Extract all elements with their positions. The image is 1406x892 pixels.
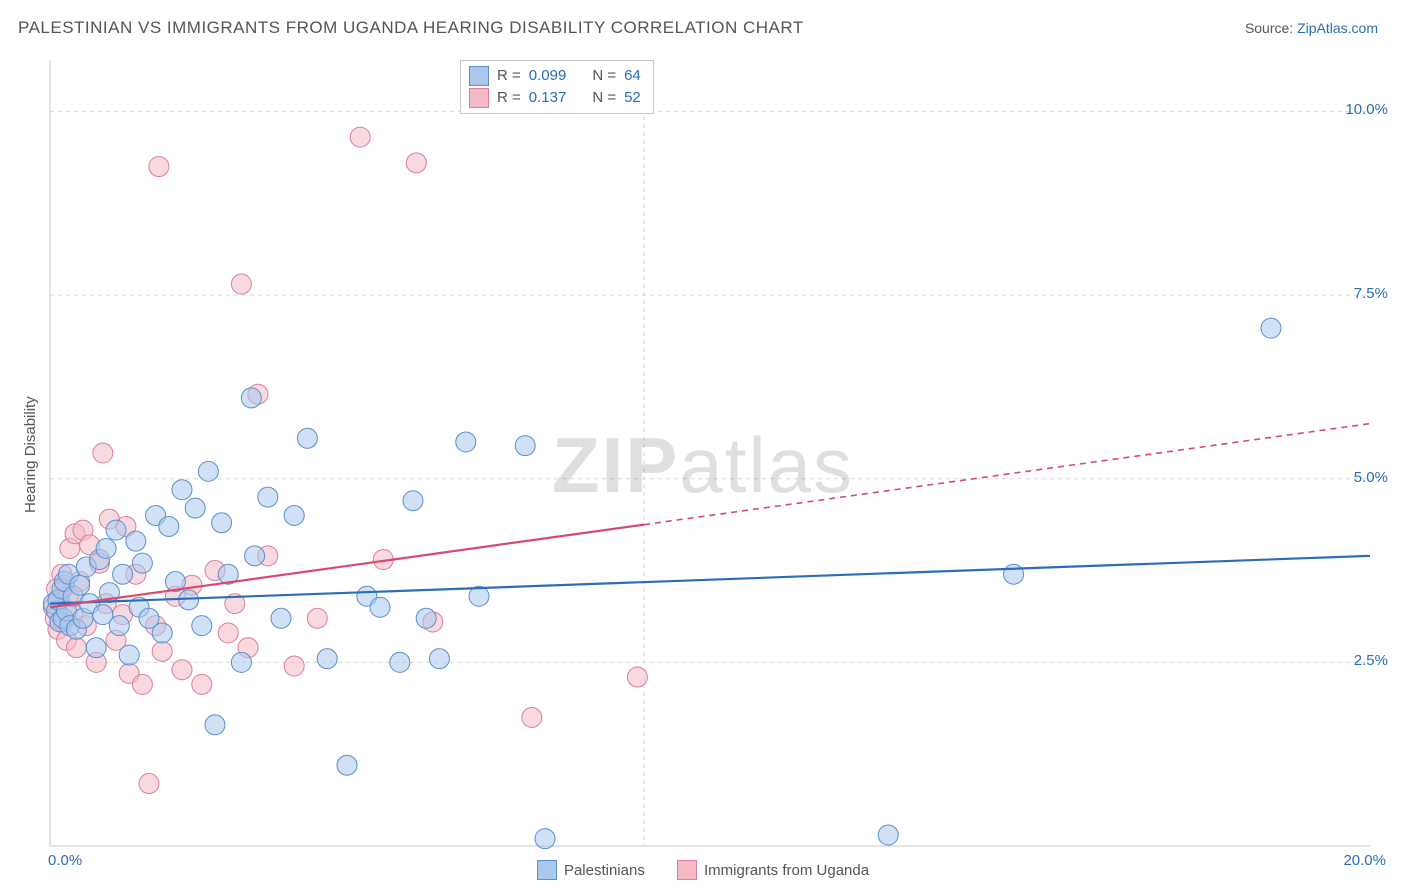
swatch-series-b-icon [677, 860, 697, 880]
source-link[interactable]: ZipAtlas.com [1297, 20, 1378, 36]
correlation-legend: R = 0.099 N = 64 R = 0.137 N = 52 [460, 60, 654, 114]
r-value-b: 0.137 [529, 87, 567, 109]
x-axis-origin-label: 0.0% [48, 852, 82, 869]
source-attribution: Source: ZipAtlas.com [1245, 20, 1378, 36]
r-value-a: 0.099 [529, 65, 567, 87]
y-tick-label: 5.0% [1354, 469, 1388, 486]
y-tick-label: 2.5% [1354, 652, 1388, 669]
scatter-plot-svg [0, 48, 1406, 892]
swatch-series-b [469, 88, 489, 108]
n-value-a: 64 [624, 65, 641, 87]
legend-item-b: Immigrants from Uganda [677, 860, 869, 880]
series-legend: Palestinians Immigrants from Uganda [0, 860, 1406, 884]
series-b-label: Immigrants from Uganda [704, 862, 869, 879]
chart-area: ZIPatlas R = 0.099 N = 64 R = 0.137 N = … [0, 48, 1406, 892]
y-axis-label: Hearing Disability [22, 396, 39, 513]
legend-item-a: Palestinians [537, 860, 645, 880]
legend-row-b: R = 0.137 N = 52 [469, 87, 641, 109]
x-axis-max-label: 20.0% [1343, 852, 1386, 869]
y-tick-label: 7.5% [1354, 285, 1388, 302]
swatch-series-a-icon [537, 860, 557, 880]
legend-row-a: R = 0.099 N = 64 [469, 65, 641, 87]
swatch-series-a [469, 66, 489, 86]
series-a-label: Palestinians [564, 862, 645, 879]
chart-title: PALESTINIAN VS IMMIGRANTS FROM UGANDA HE… [18, 18, 804, 38]
y-tick-label: 10.0% [1345, 101, 1388, 118]
n-value-b: 52 [624, 87, 641, 109]
